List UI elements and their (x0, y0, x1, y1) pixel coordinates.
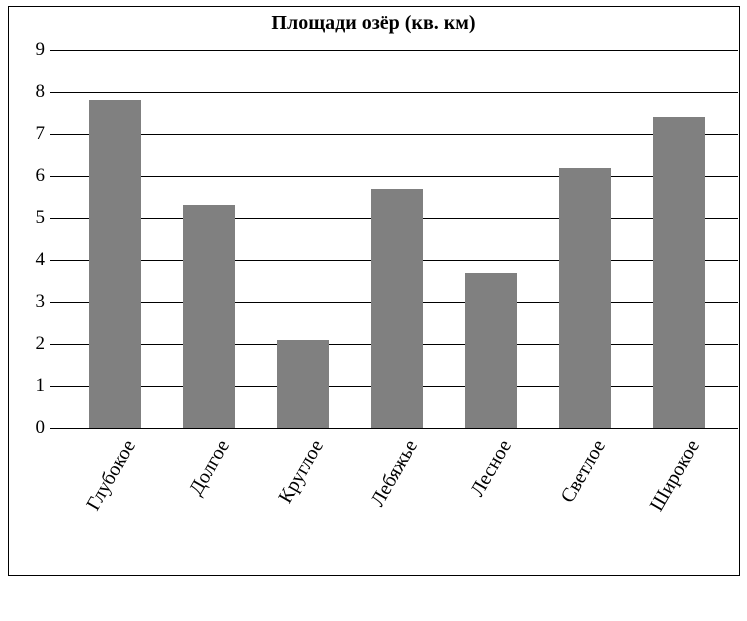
bar (465, 273, 517, 428)
plot-area (50, 50, 738, 428)
y-tick-label: 8 (17, 81, 45, 103)
y-tick-label: 7 (17, 123, 45, 145)
gridline (50, 428, 738, 429)
y-tick-label: 4 (17, 249, 45, 271)
gridline (50, 176, 738, 177)
bar (277, 340, 329, 428)
y-tick-label: 0 (17, 417, 45, 439)
bar (653, 117, 705, 428)
y-tick-label: 2 (17, 333, 45, 355)
gridline (50, 50, 738, 51)
bar (559, 168, 611, 428)
y-tick-label: 9 (17, 39, 45, 61)
gridline (50, 134, 738, 135)
bar (89, 100, 141, 428)
chart-title: Площади озёр (кв. км) (0, 12, 747, 35)
bar (371, 189, 423, 428)
y-tick-label: 3 (17, 291, 45, 313)
bar (183, 205, 235, 428)
y-tick-label: 1 (17, 375, 45, 397)
y-tick-label: 6 (17, 165, 45, 187)
gridline (50, 92, 738, 93)
y-tick-label: 5 (17, 207, 45, 229)
